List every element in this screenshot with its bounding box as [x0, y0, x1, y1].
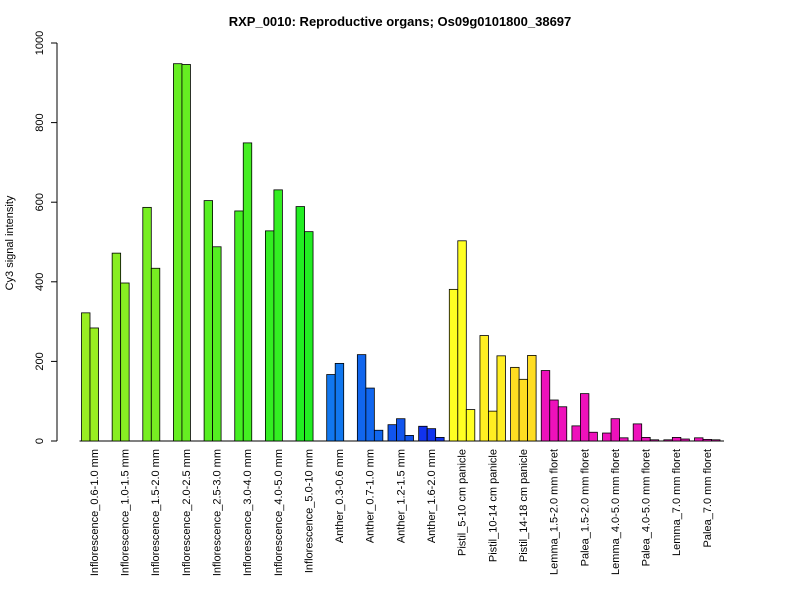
bar	[111, 252, 122, 442]
x-tick-label: Lemma_7.0 mm floret	[671, 449, 683, 556]
bars-layer	[81, 63, 721, 442]
bar	[234, 210, 244, 442]
bar	[518, 378, 528, 442]
bar	[396, 418, 406, 442]
bar	[694, 437, 704, 442]
x-tick-label: Inflorescence_3.0-4.0 mm	[242, 449, 254, 576]
x-tick-label: Inflorescence_5.0-10 mm	[303, 449, 315, 573]
bar	[273, 189, 283, 442]
y-tick-label: 1000	[34, 31, 46, 55]
bar	[89, 327, 99, 442]
y-tick-label: 200	[34, 352, 46, 370]
bar	[588, 431, 598, 442]
bar	[203, 200, 214, 442]
bar	[619, 437, 629, 442]
bar	[571, 425, 581, 442]
bar	[356, 354, 367, 442]
bar	[632, 423, 643, 442]
bar	[649, 439, 660, 442]
bar	[426, 428, 437, 442]
bar	[465, 409, 476, 442]
bar	[81, 312, 91, 442]
x-tick-labels: Inflorescence_0.6-1.0 mm Inflorescence_1.…	[89, 449, 714, 576]
x-tick-label: Lemma_4.0-5.0 mm floret	[610, 449, 622, 575]
y-tick-label: 400	[34, 273, 46, 291]
bar	[295, 206, 305, 442]
x-tick-label: Anther_1.2-1.5 mm	[395, 449, 407, 543]
y-tick-label: 0	[34, 438, 46, 444]
bar	[212, 246, 222, 442]
bar	[365, 387, 375, 442]
bar	[510, 366, 520, 442]
bar	[610, 418, 620, 442]
bar	[173, 63, 183, 442]
bar	[527, 355, 537, 442]
bar	[150, 267, 161, 442]
x-tick-label: Inflorescence_1.0-1.5 mm	[120, 449, 132, 576]
x-tick-label: Pistil_14-18 cm panicle	[518, 449, 530, 562]
bar	[602, 432, 612, 442]
x-tick-label: Palea_7.0 mm floret	[702, 449, 714, 547]
bar	[702, 439, 712, 442]
bar	[435, 437, 445, 442]
bar	[680, 438, 690, 442]
bar	[304, 231, 314, 442]
x-tick-label: Inflorescence_4.0-5.0 mm	[273, 449, 285, 576]
y-axis-label: Cy3 signal intensity	[4, 195, 16, 290]
bar	[373, 429, 384, 442]
x-tick-label: Lemma_1.5-2.0 mm floret	[549, 449, 561, 575]
x-tick-label: Anther_1.6-2.0 mm	[426, 449, 438, 543]
bar	[663, 439, 673, 442]
bar	[479, 335, 489, 442]
y-tick-label: 600	[34, 193, 46, 211]
bar	[540, 370, 551, 442]
x-tick-label: Inflorescence_2.0-2.5 mm	[181, 449, 193, 576]
chart-title: RXP_0010: Reproductive organs; Os09g0101…	[229, 14, 572, 29]
bar	[387, 424, 397, 442]
bar	[120, 282, 130, 442]
bar	[496, 355, 506, 442]
x-tick-label: Inflorescence_0.6-1.0 mm	[89, 449, 101, 576]
bar	[671, 437, 682, 442]
bar	[457, 240, 467, 442]
bar	[242, 142, 253, 442]
bar	[557, 406, 568, 442]
bar	[326, 374, 336, 442]
y-axis-ticks: 0 200 400 600 800 1000	[34, 31, 57, 444]
bar	[142, 206, 152, 442]
bar	[549, 399, 559, 442]
bar	[448, 288, 459, 442]
bar	[711, 439, 721, 442]
x-tick-label: Inflorescence_2.5-3.0 mm	[211, 449, 223, 576]
bar	[404, 435, 414, 442]
x-tick-label: Palea_1.5-2.0 mm floret	[579, 449, 591, 566]
bar	[334, 362, 345, 442]
bar	[418, 425, 428, 442]
y-tick-label: 800	[34, 113, 46, 131]
bar	[641, 437, 651, 442]
bar	[580, 393, 590, 442]
x-tick-label: Anther_0.3-0.6 mm	[334, 449, 346, 543]
x-tick-label: Palea_4.0-5.0 mm floret	[641, 449, 653, 566]
x-tick-label: Pistil_5-10 cm panicle	[457, 449, 469, 556]
bar	[264, 230, 275, 442]
bar	[488, 410, 498, 442]
x-tick-label: Pistil_10-14 cm panicle	[487, 449, 499, 562]
x-tick-label: Anther_0.7-1.0 mm	[365, 449, 377, 543]
x-tick-label: Inflorescence_1.5-2.0 mm	[150, 449, 162, 576]
bar	[181, 64, 191, 442]
